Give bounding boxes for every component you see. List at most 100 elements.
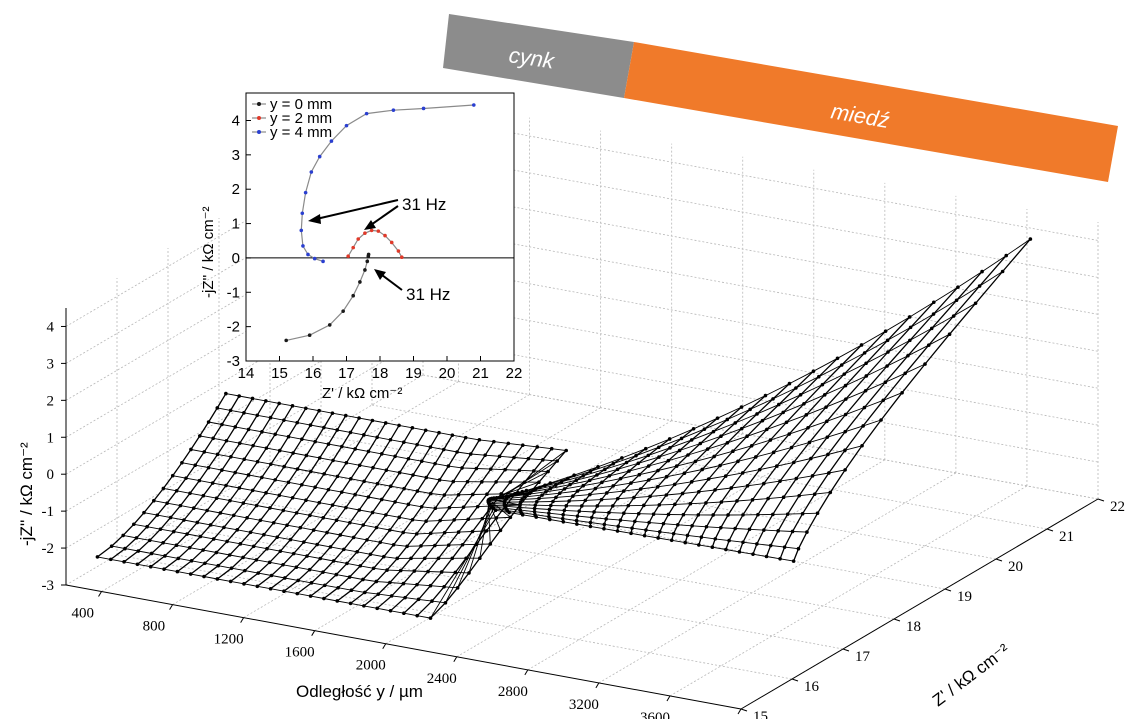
impedance-curve: [256, 422, 387, 587]
grid-line: [669, 485, 1028, 697]
impedance-curve: [363, 441, 495, 607]
impedance-curve: [376, 443, 509, 609]
frequency-trace: [143, 491, 831, 559]
frequency-trace: [172, 419, 882, 522]
inset-frame: [245, 92, 515, 362]
inset-x-tick-label: 22: [506, 365, 523, 382]
grid-line: [314, 420, 672, 632]
frequency-trace: [217, 271, 1003, 499]
y-axis-line: [740, 498, 1099, 710]
y-tick-mark: [1097, 498, 1105, 502]
impedance-curve: [150, 403, 280, 568]
inset-x-title: Z' / kΩ cm⁻²: [322, 385, 402, 402]
legend-swatch-point: [257, 130, 261, 134]
impedance-curve: [190, 410, 320, 575]
impedance-curve: [711, 330, 887, 548]
frequency-trace: [208, 302, 976, 499]
x-tick-label: 2000: [356, 658, 386, 674]
y-axis-title: Z' / kΩ cm⁻²: [929, 640, 1013, 710]
grid-line: [65, 337, 424, 549]
curve-point: [224, 391, 228, 396]
inset-series-line: [347, 229, 403, 258]
x-tick-mark: [595, 682, 600, 689]
x-axis-title: Odległość y / µm: [296, 682, 423, 701]
frequency-trace: [133, 504, 818, 574]
inset-x-tick-label: 14: [238, 365, 255, 382]
y-tick-label: 16: [804, 679, 820, 695]
annotation-31hz-lower: 31 Hz: [374, 269, 450, 304]
impedance-curve: [738, 301, 935, 553]
y-tick-label: 22: [1110, 499, 1125, 515]
inset-series-point: [376, 229, 381, 233]
inset-series-point: [321, 259, 325, 264]
inset-series-point: [363, 268, 367, 272]
legend-swatch-point: [257, 102, 261, 106]
inset-x-tick-label: 16: [305, 365, 322, 382]
x-tick-mark: [666, 695, 671, 702]
inset-series-line: [286, 254, 370, 341]
inset-series-point: [365, 259, 370, 264]
z-axis-title: -jZ'' / kΩ cm⁻²: [17, 442, 36, 546]
grid-line: [422, 189, 1099, 315]
inset-series-point: [312, 256, 317, 261]
inset-y-tick-label: 2: [232, 181, 240, 198]
impedance-curve: [296, 429, 427, 595]
inset-series-point: [351, 245, 356, 250]
inset-legend: y = 0 mmy = 2 mmy = 4 mm: [252, 96, 332, 141]
y-tick-label: 17: [855, 649, 871, 665]
inset-series-point: [306, 252, 310, 257]
impedance-curve: [684, 357, 838, 543]
grid-line: [527, 459, 886, 671]
impedance-curve: [243, 420, 373, 585]
grid-line: [243, 407, 601, 618]
grid-line: [320, 434, 997, 560]
y-tick-label: 21: [1059, 529, 1074, 545]
x-tick-mark: [169, 604, 174, 610]
z-tick-label: 3: [47, 356, 55, 372]
inset-series-point: [299, 228, 304, 233]
impedance-curves: [95, 237, 1033, 620]
inset-y-tick-label: 4: [232, 112, 240, 129]
x-tick-mark: [524, 669, 529, 676]
annotation-31hz-upper: 31 Hz: [308, 195, 446, 230]
impedance-curve: [416, 448, 553, 617]
inset-y-tick-label: -2: [227, 319, 240, 336]
material-banner: cynk miedź: [443, 14, 1118, 182]
zinc-band: [443, 14, 634, 98]
inset-x-tick-label: 20: [439, 365, 456, 382]
inset-series-point: [284, 338, 289, 343]
inset-series-point: [327, 323, 332, 327]
impedance-curve: [310, 432, 440, 597]
y-tick-mark: [791, 678, 799, 682]
inset-x-tick-label: 18: [372, 365, 389, 382]
impedance-curve: [792, 238, 1031, 562]
impedance-curve: [137, 400, 267, 565]
impedance-curve: [203, 412, 333, 578]
x-tick-label: 3600: [640, 710, 670, 719]
curve-point: [109, 544, 114, 548]
inset-series-point: [358, 280, 362, 284]
inset-series-point: [356, 237, 361, 241]
frequency-trace: [123, 506, 807, 589]
y-tick-label: 20: [1008, 559, 1023, 575]
x-tick-label: 1200: [214, 632, 244, 648]
inset-x-tick-label: 15: [271, 365, 288, 382]
frequency-trace: [111, 508, 799, 604]
x-tick-mark: [737, 708, 742, 715]
impedance-curve: [390, 444, 524, 612]
frequency-trace: [153, 469, 846, 547]
inset-y-tick-label: -3: [227, 353, 240, 370]
impedance-curve: [430, 450, 567, 619]
inset-y-tick-label: 0: [232, 250, 240, 267]
inset-y-tick-label: 3: [232, 147, 240, 164]
impedance-curve: [177, 407, 307, 573]
inset-series-point: [399, 255, 404, 260]
grid-line: [422, 300, 1099, 426]
impedance-curve: [671, 370, 814, 541]
grid-line: [371, 404, 1048, 530]
y-tick-mark: [893, 618, 901, 622]
legend-entry: y = 4 mm: [270, 124, 332, 141]
y-tick-label: 19: [957, 589, 972, 605]
x-tick-label: 400: [72, 606, 95, 622]
